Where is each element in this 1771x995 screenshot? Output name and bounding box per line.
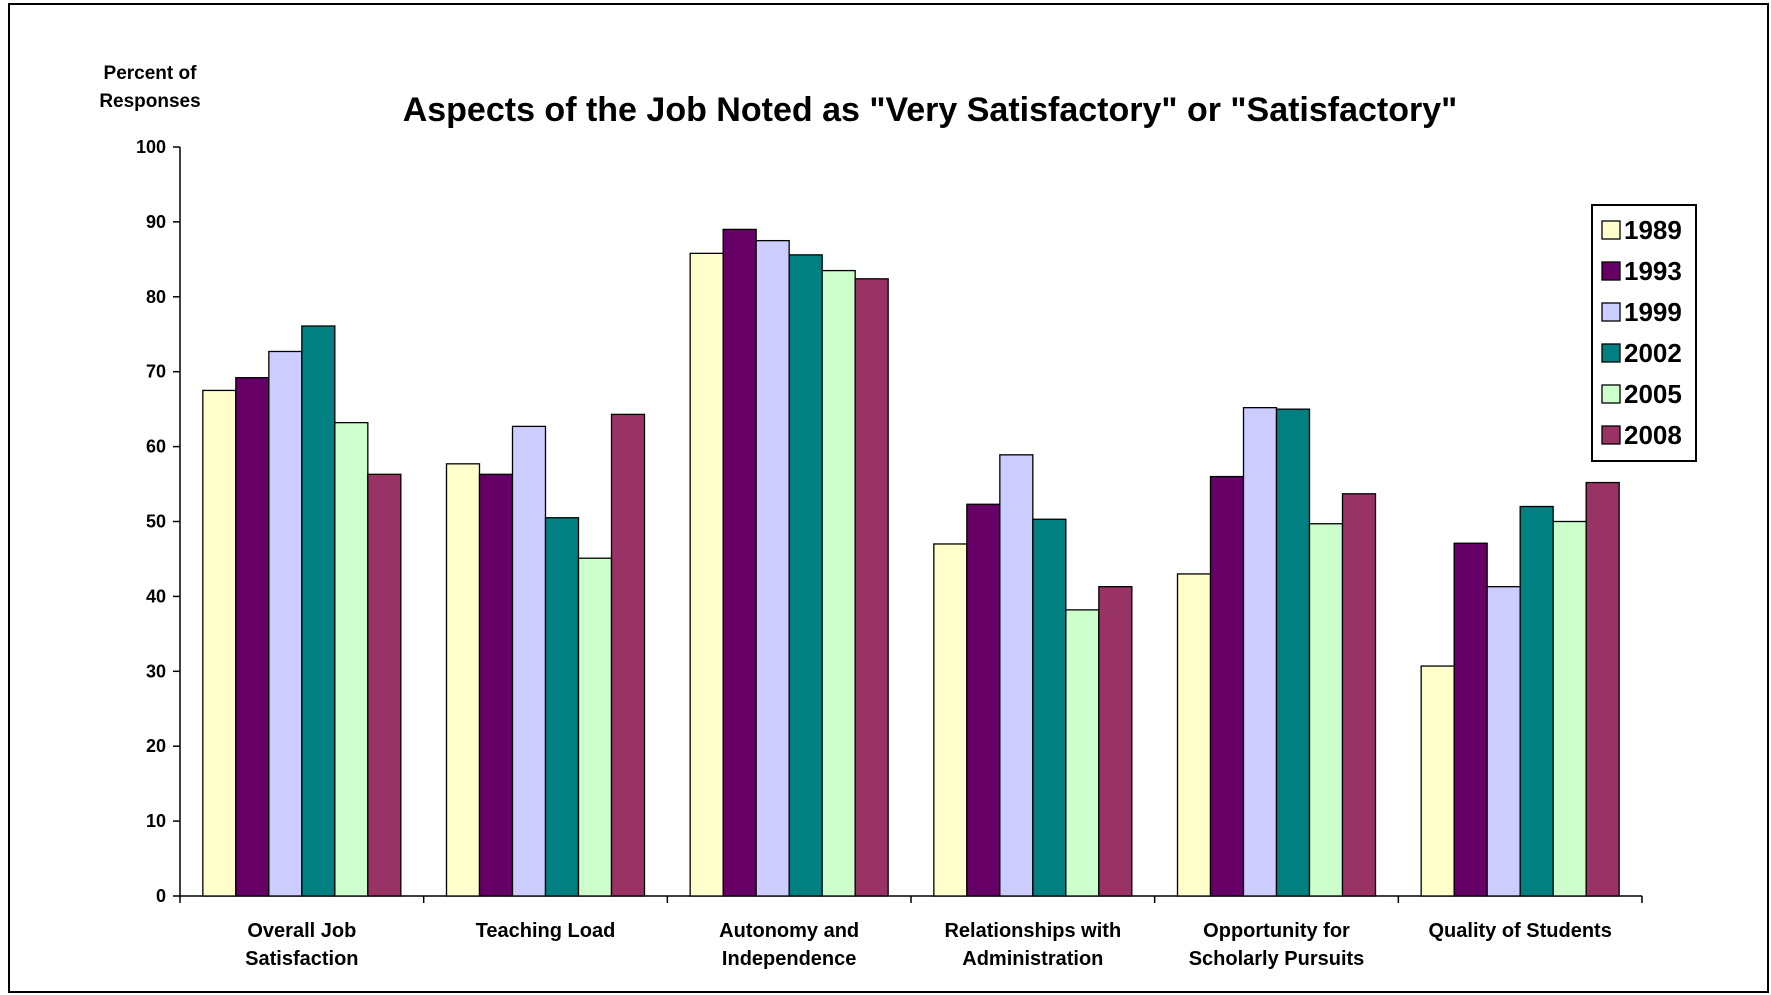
legend-box	[1591, 204, 1697, 462]
bar-1989-cat3	[933, 543, 968, 897]
bar-2002-cat5	[1519, 505, 1554, 897]
y-tick-label: 10	[146, 811, 166, 831]
y-tick-label: 40	[146, 586, 166, 606]
bar-2008-cat2	[854, 278, 889, 897]
bar-2005-cat0	[334, 421, 369, 897]
bar-2008-cat4	[1341, 493, 1377, 897]
bar-2008-cat0	[367, 473, 402, 897]
y-axis-label-line2: Responses	[99, 91, 200, 112]
y-tick-label: 20	[146, 736, 166, 756]
bar-2005-cat5	[1552, 520, 1587, 897]
bar-1993-cat3	[966, 503, 1001, 897]
legend-swatch-2008	[1601, 425, 1621, 445]
bar-1989-cat2	[689, 252, 724, 897]
bar-1999-cat4	[1242, 407, 1278, 897]
legend-label-2002: 2002	[1624, 338, 1682, 368]
y-tick-label: 60	[146, 437, 166, 457]
x-tick-label: Scholarly Pursuits	[1189, 948, 1365, 970]
bar-1993-cat1	[478, 473, 514, 897]
bar-1999-cat3	[999, 454, 1034, 897]
x-tick-label: Independence	[722, 948, 856, 970]
bar-2005-cat2	[821, 269, 856, 897]
bar-2002-cat4	[1275, 408, 1311, 897]
bar-2008-cat3	[1098, 586, 1133, 897]
bar-1999-cat5	[1486, 586, 1521, 897]
y-tick-label: 0	[156, 886, 166, 906]
x-tick-label: Administration	[962, 948, 1103, 970]
bar-1993-cat5	[1453, 542, 1488, 897]
x-tick-label: Overall Job	[247, 920, 356, 942]
bar-1989-cat5	[1420, 665, 1455, 897]
y-axis-label-line1: Percent of	[104, 63, 198, 84]
axes: 0 10 20 30 40 50 60 70 80 90 100 Overall Job Satisfa…	[136, 137, 1643, 970]
bar-1993-cat0	[235, 377, 270, 897]
bar-1999-cat2	[755, 239, 790, 897]
y-tick-label: 70	[146, 362, 166, 382]
bar-2008-cat1	[610, 413, 646, 897]
bar-1989-cat0	[202, 389, 237, 897]
y-tick-label: 90	[146, 212, 166, 232]
bar-1993-cat4	[1209, 475, 1245, 897]
legend-swatch-1999	[1601, 302, 1621, 322]
legend-swatch-2002	[1601, 343, 1621, 363]
legend: 1989 1993 1999 2002 2005 2008	[1591, 204, 1697, 462]
x-tick-label: Opportunity for	[1203, 920, 1350, 942]
y-tick-label: 50	[146, 512, 166, 532]
bar-2005-cat1	[577, 557, 613, 897]
bar-1999-cat0	[268, 350, 303, 897]
x-tick-label: Relationships with	[944, 920, 1121, 942]
legend-label-2005: 2005	[1624, 379, 1682, 409]
x-tick-label: Satisfaction	[245, 948, 358, 970]
x-tick-label: Quality of Students	[1428, 920, 1611, 942]
legend-swatch-1989	[1601, 220, 1621, 240]
bar-2002-cat2	[788, 254, 823, 897]
y-tick-label: 30	[146, 661, 166, 681]
legend-label-1989: 1989	[1624, 215, 1682, 245]
bar-2002-cat0	[301, 325, 336, 897]
y-tick-label: 100	[136, 137, 166, 157]
x-tick-label: Teaching Load	[476, 920, 616, 942]
legend-label-2008: 2008	[1624, 420, 1682, 450]
y-tick-label: 80	[146, 287, 166, 307]
bar-2005-cat4	[1308, 523, 1344, 897]
legend-label-1999: 1999	[1624, 297, 1682, 327]
bar-2002-cat3	[1032, 518, 1067, 897]
bar-1993-cat2	[722, 228, 757, 897]
x-tick-label: Autonomy and	[719, 920, 859, 942]
bar-2008-cat5	[1585, 481, 1620, 897]
chart-title: Aspects of the Job Noted as "Very Satisf…	[403, 91, 1458, 129]
chart-frame	[8, 3, 1769, 993]
legend-swatch-2005	[1601, 384, 1621, 404]
bar-2002-cat1	[544, 517, 580, 897]
bar-2005-cat3	[1065, 609, 1100, 897]
bar-1989-cat1	[445, 463, 481, 897]
legend-label-1993: 1993	[1624, 256, 1682, 286]
bar-1999-cat1	[511, 425, 547, 897]
bar-1989-cat4	[1176, 573, 1212, 897]
legend-swatch-1993	[1601, 261, 1621, 281]
bars	[202, 228, 1620, 897]
